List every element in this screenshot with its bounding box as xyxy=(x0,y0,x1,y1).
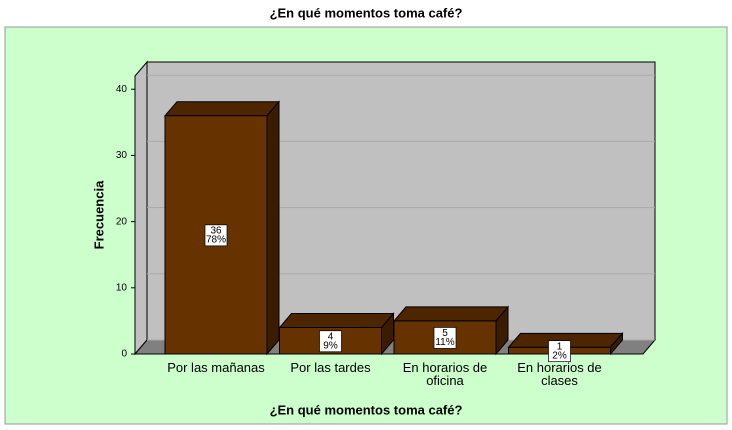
side-wall xyxy=(134,60,148,356)
y-tick-label: 40 xyxy=(116,84,128,95)
value-label: 36 xyxy=(210,225,222,236)
bar-top xyxy=(163,101,281,117)
percent-label: 9% xyxy=(323,340,338,351)
bar-side xyxy=(266,100,280,356)
x-tick-label: En horarios de oficina xyxy=(402,361,488,388)
value-label-box xyxy=(319,330,342,353)
y-tick-label: 30 xyxy=(116,150,128,161)
percent-label: 2% xyxy=(552,350,567,361)
x-tick-label-box: En horarios de oficina xyxy=(402,361,488,388)
percent-label: 11% xyxy=(435,337,454,348)
y-tick-label: 0 xyxy=(121,349,127,360)
chart-title: ¿En qué momentos toma café? xyxy=(270,5,463,20)
x-tick-label-box: Por las tardes xyxy=(290,361,371,375)
y-axis-title: Frecuencia xyxy=(91,180,106,249)
bar xyxy=(164,115,268,355)
value-label-box xyxy=(204,224,228,247)
x-tick-label: Por las mañanas xyxy=(167,361,265,375)
x-tick-label: En horarios de clases xyxy=(517,361,602,388)
value-label: 4 xyxy=(328,331,334,342)
x-tick-label: Por las tardes xyxy=(290,361,371,375)
bar-top xyxy=(392,306,510,322)
value-label-box xyxy=(433,327,457,349)
bar-top xyxy=(278,313,395,329)
x-tick-label-box: Por las mañanas xyxy=(167,361,265,375)
y-tick-label: 10 xyxy=(116,282,128,293)
x-tick-label-box: En horarios de clases xyxy=(517,361,602,388)
percent-label: 78% xyxy=(206,234,226,245)
x-axis-title: ¿En qué momentos toma café? xyxy=(270,402,463,417)
y-tick-label: 20 xyxy=(116,216,128,227)
value-label: 5 xyxy=(442,328,448,339)
value-label: 1 xyxy=(557,341,563,352)
value-label-box xyxy=(548,340,571,363)
